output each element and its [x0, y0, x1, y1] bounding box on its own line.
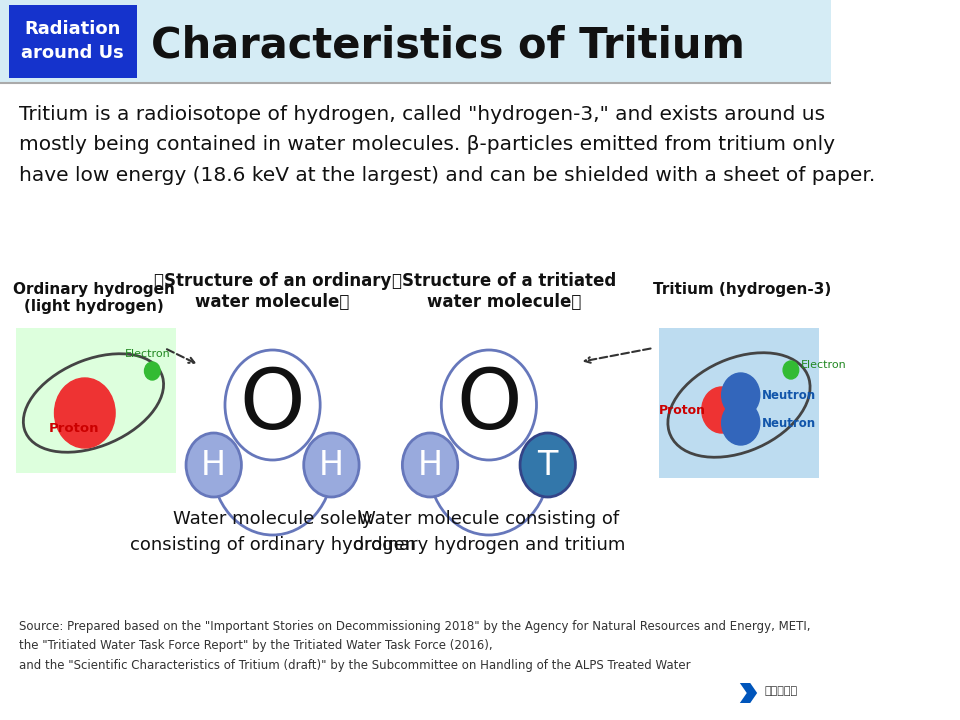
Circle shape: [520, 433, 575, 497]
Circle shape: [402, 433, 458, 497]
Circle shape: [303, 433, 359, 497]
Text: Neutron: Neutron: [761, 389, 816, 402]
Text: Water molecule consisting of
ordinary hydrogen and tritium: Water molecule consisting of ordinary hy…: [352, 510, 625, 554]
Text: 【Structure of a tritiated
water molecule】: 【Structure of a tritiated water molecule…: [393, 272, 616, 311]
Text: 【Structure of an ordinary
water molecule】: 【Structure of an ordinary water molecule…: [154, 272, 392, 311]
Circle shape: [186, 433, 241, 497]
Text: Water molecule solely
consisting of ordinary hydrogen: Water molecule solely consisting of ordi…: [130, 510, 416, 554]
Text: Tritium is a radioisotope of hydrogen, called "hydrogen-3," and exists around us: Tritium is a radioisotope of hydrogen, c…: [19, 105, 876, 184]
Text: Radiation
around Us: Radiation around Us: [21, 20, 124, 62]
Text: Proton: Proton: [49, 421, 100, 434]
Text: Proton: Proton: [660, 403, 707, 416]
FancyBboxPatch shape: [15, 328, 176, 473]
Text: T: T: [538, 449, 558, 482]
Circle shape: [783, 361, 799, 379]
Text: Ordinary hydrogen
(light hydrogen): Ordinary hydrogen (light hydrogen): [12, 282, 175, 315]
Text: O: O: [456, 364, 521, 446]
Text: Electron: Electron: [125, 349, 171, 359]
Polygon shape: [740, 683, 757, 703]
Text: H: H: [418, 449, 443, 482]
Text: Source: Prepared based on the "Important Stories on Decommissioning 2018" by the: Source: Prepared based on the "Important…: [19, 620, 810, 672]
FancyBboxPatch shape: [9, 5, 136, 78]
Circle shape: [55, 378, 115, 448]
Text: Electron: Electron: [802, 360, 847, 370]
Text: O: O: [240, 364, 305, 446]
Text: Characteristics of Tritium: Characteristics of Tritium: [152, 24, 745, 66]
FancyBboxPatch shape: [660, 328, 820, 478]
FancyBboxPatch shape: [0, 0, 830, 82]
Circle shape: [722, 373, 759, 417]
Circle shape: [145, 362, 160, 380]
Text: 経済産業省: 経済産業省: [764, 686, 797, 696]
Text: Tritium (hydrogen-3): Tritium (hydrogen-3): [654, 282, 831, 297]
Circle shape: [442, 350, 537, 460]
Text: H: H: [202, 449, 227, 482]
Circle shape: [702, 387, 741, 433]
Text: H: H: [319, 449, 344, 482]
Circle shape: [225, 350, 321, 460]
Text: Neutron: Neutron: [761, 416, 816, 430]
Circle shape: [722, 401, 759, 445]
